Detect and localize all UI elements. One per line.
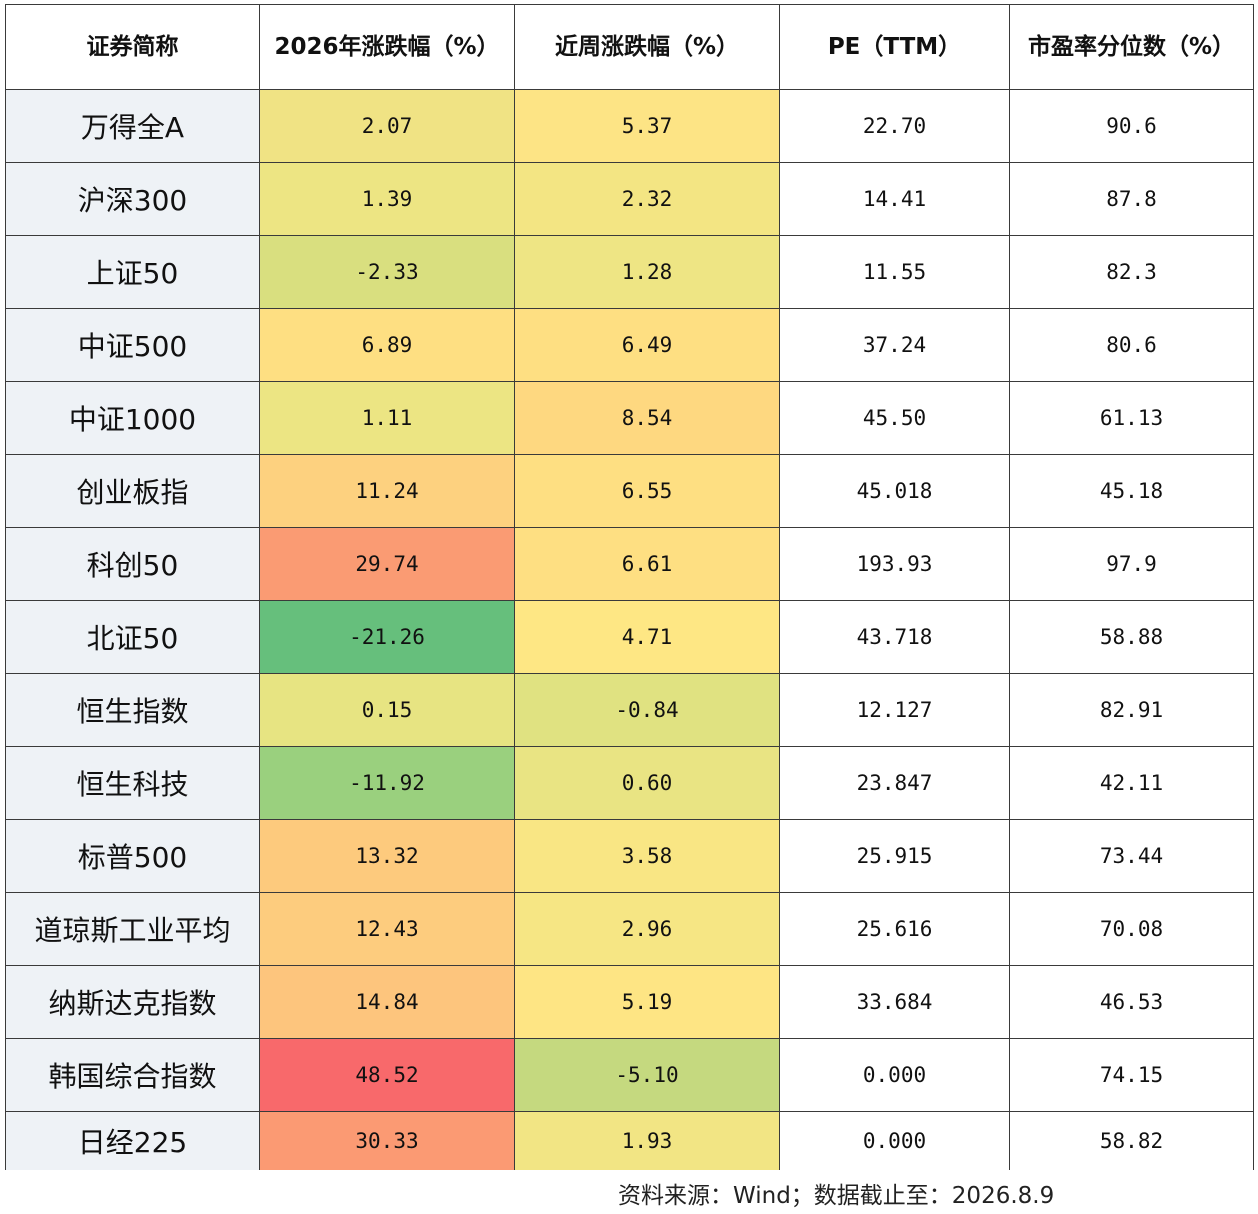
- security-name-cell: 日经225: [5, 1111, 260, 1170]
- week-change-cell: 6.55: [514, 454, 780, 528]
- pe-percentile-cell: 82.3: [1009, 235, 1254, 309]
- ytd-change-cell: 14.84: [259, 965, 515, 1039]
- pe-ttm-cell: 25.915: [779, 819, 1010, 893]
- ytd-change-cell: 48.52: [259, 1038, 515, 1112]
- table-row: 上证50 -2.33 1.28 11.55 82.3: [5, 235, 1254, 309]
- ytd-change-cell: 0.15: [259, 673, 515, 747]
- security-name-cell: 中证1000: [5, 381, 260, 455]
- pe-percentile-cell: 90.6: [1009, 89, 1254, 163]
- pe-ttm-cell: 14.41: [779, 162, 1010, 236]
- pe-ttm-cell: 23.847: [779, 746, 1010, 820]
- pe-percentile-cell: 87.8: [1009, 162, 1254, 236]
- table-row: 纳斯达克指数 14.84 5.19 33.684 46.53: [5, 965, 1254, 1039]
- ytd-change-cell: -2.33: [259, 235, 515, 309]
- week-change-cell: -0.84: [514, 673, 780, 747]
- table-row: 标普500 13.32 3.58 25.915 73.44: [5, 819, 1254, 893]
- security-name-cell: 北证50: [5, 600, 260, 674]
- ytd-change-cell: 1.11: [259, 381, 515, 455]
- pe-ttm-cell: 0.000: [779, 1111, 1010, 1170]
- table-row: 北证50 -21.26 4.71 43.718 58.88: [5, 600, 1254, 674]
- table-row: 恒生指数 0.15 -0.84 12.127 82.91: [5, 673, 1254, 747]
- header-pe-ttm: PE（TTM）: [779, 4, 1010, 90]
- ytd-change-cell: 29.74: [259, 527, 515, 601]
- index-performance-table: 证券简称 2026年涨跌幅（%） 近周涨跌幅（%） PE（TTM） 市盈率分位数…: [5, 4, 1254, 1170]
- pe-ttm-cell: 45.50: [779, 381, 1010, 455]
- week-change-cell: 1.93: [514, 1111, 780, 1170]
- header-security-name: 证券简称: [5, 4, 260, 90]
- security-name-cell: 恒生科技: [5, 746, 260, 820]
- ytd-change-cell: 1.39: [259, 162, 515, 236]
- week-change-cell: 8.54: [514, 381, 780, 455]
- security-name-cell: 韩国综合指数: [5, 1038, 260, 1112]
- pe-percentile-cell: 42.11: [1009, 746, 1254, 820]
- pe-ttm-cell: 22.70: [779, 89, 1010, 163]
- ytd-change-cell: 12.43: [259, 892, 515, 966]
- pe-percentile-cell: 70.08: [1009, 892, 1254, 966]
- pe-percentile-cell: 82.91: [1009, 673, 1254, 747]
- pe-percentile-cell: 58.88: [1009, 600, 1254, 674]
- week-change-cell: 5.19: [514, 965, 780, 1039]
- week-change-cell: 2.96: [514, 892, 780, 966]
- header-week-change: 近周涨跌幅（%）: [514, 4, 780, 90]
- security-name-cell: 创业板指: [5, 454, 260, 528]
- table-row: 日经225 30.33 1.93 0.000 58.82: [5, 1111, 1254, 1170]
- week-change-cell: 4.71: [514, 600, 780, 674]
- table-row: 中证1000 1.11 8.54 45.50 61.13: [5, 381, 1254, 455]
- security-name-cell: 上证50: [5, 235, 260, 309]
- security-name-cell: 道琼斯工业平均: [5, 892, 260, 966]
- header-pe-percentile: 市盈率分位数（%）: [1009, 4, 1254, 90]
- pe-percentile-cell: 74.15: [1009, 1038, 1254, 1112]
- data-source-note: 资料来源：Wind；数据截止至：2026.8.9: [618, 1183, 1055, 1209]
- pe-ttm-cell: 0.000: [779, 1038, 1010, 1112]
- pe-ttm-cell: 45.018: [779, 454, 1010, 528]
- security-name-cell: 科创50: [5, 527, 260, 601]
- week-change-cell: 3.58: [514, 819, 780, 893]
- pe-percentile-cell: 61.13: [1009, 381, 1254, 455]
- pe-ttm-cell: 193.93: [779, 527, 1010, 601]
- pe-percentile-cell: 97.9: [1009, 527, 1254, 601]
- ytd-change-cell: -21.26: [259, 600, 515, 674]
- header-row: 证券简称 2026年涨跌幅（%） 近周涨跌幅（%） PE（TTM） 市盈率分位数…: [5, 4, 1254, 90]
- pe-ttm-cell: 25.616: [779, 892, 1010, 966]
- table-row: 沪深300 1.39 2.32 14.41 87.8: [5, 162, 1254, 236]
- ytd-change-cell: 2.07: [259, 89, 515, 163]
- security-name-cell: 沪深300: [5, 162, 260, 236]
- table-row: 中证500 6.89 6.49 37.24 80.6: [5, 308, 1254, 382]
- security-name-cell: 中证500: [5, 308, 260, 382]
- week-change-cell: 1.28: [514, 235, 780, 309]
- pe-ttm-cell: 33.684: [779, 965, 1010, 1039]
- ytd-change-cell: 6.89: [259, 308, 515, 382]
- header-ytd-change: 2026年涨跌幅（%）: [259, 4, 515, 90]
- pe-percentile-cell: 73.44: [1009, 819, 1254, 893]
- pe-percentile-cell: 45.18: [1009, 454, 1254, 528]
- pe-ttm-cell: 11.55: [779, 235, 1010, 309]
- table-row: 万得全A 2.07 5.37 22.70 90.6: [5, 89, 1254, 163]
- week-change-cell: 6.61: [514, 527, 780, 601]
- week-change-cell: 0.60: [514, 746, 780, 820]
- table-row: 恒生科技 -11.92 0.60 23.847 42.11: [5, 746, 1254, 820]
- table-row: 道琼斯工业平均 12.43 2.96 25.616 70.08: [5, 892, 1254, 966]
- ytd-change-cell: 11.24: [259, 454, 515, 528]
- pe-percentile-cell: 46.53: [1009, 965, 1254, 1039]
- week-change-cell: 5.37: [514, 89, 780, 163]
- table-row: 韩国综合指数 48.52 -5.10 0.000 74.15: [5, 1038, 1254, 1112]
- week-change-cell: 2.32: [514, 162, 780, 236]
- week-change-cell: 6.49: [514, 308, 780, 382]
- table-row: 科创50 29.74 6.61 193.93 97.9: [5, 527, 1254, 601]
- table-row: 创业板指 11.24 6.55 45.018 45.18: [5, 454, 1254, 528]
- week-change-cell: -5.10: [514, 1038, 780, 1112]
- security-name-cell: 纳斯达克指数: [5, 965, 260, 1039]
- pe-ttm-cell: 37.24: [779, 308, 1010, 382]
- ytd-change-cell: 13.32: [259, 819, 515, 893]
- pe-percentile-cell: 80.6: [1009, 308, 1254, 382]
- security-name-cell: 恒生指数: [5, 673, 260, 747]
- pe-percentile-cell: 58.82: [1009, 1111, 1254, 1170]
- security-name-cell: 标普500: [5, 819, 260, 893]
- pe-ttm-cell: 43.718: [779, 600, 1010, 674]
- security-name-cell: 万得全A: [5, 89, 260, 163]
- pe-ttm-cell: 12.127: [779, 673, 1010, 747]
- ytd-change-cell: -11.92: [259, 746, 515, 820]
- ytd-change-cell: 30.33: [259, 1111, 515, 1170]
